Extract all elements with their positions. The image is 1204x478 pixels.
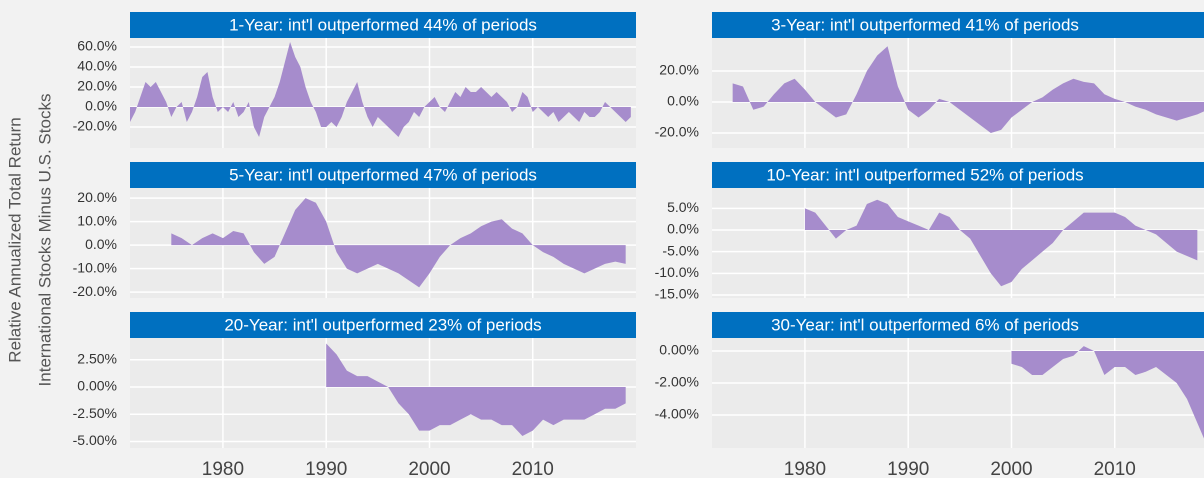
y-tick-label: -10.0% xyxy=(655,264,699,280)
title-bar xyxy=(130,162,636,188)
y-tick-label: -20.0% xyxy=(655,124,699,140)
y-tick-label: -15.0% xyxy=(655,286,699,302)
y-tick-label: 0.0% xyxy=(667,93,699,109)
panel-title: 10-Year: int'l outperformed 52% of perio… xyxy=(766,165,1083,184)
panel-title: 3-Year: int'l outperformed 41% of period… xyxy=(771,15,1079,34)
x-tick-label: 1980 xyxy=(784,459,826,478)
y-tick-label: -5.00% xyxy=(73,432,117,448)
x-tick-label: 2010 xyxy=(512,459,554,478)
y-tick-label: -10.0% xyxy=(73,259,117,275)
y-tick-label: -20.0% xyxy=(73,118,117,134)
plot-area xyxy=(712,188,1204,298)
panel-title: 20-Year: int'l outperformed 23% of perio… xyxy=(224,315,541,334)
x-tick-label: 1990 xyxy=(305,459,347,478)
title-bar xyxy=(130,312,636,338)
panel-title: 1-Year: int'l outperformed 44% of period… xyxy=(229,15,537,34)
y-tick-label: -5.0% xyxy=(662,242,699,258)
y-tick-label: -4.00% xyxy=(655,406,699,422)
x-tick-label: 1980 xyxy=(202,459,244,478)
y-tick-label: 10.0% xyxy=(77,212,117,228)
area xyxy=(732,46,1204,133)
y-tick-label: 20.0% xyxy=(77,189,117,205)
panel-title: 5-Year: int'l outperformed 47% of period… xyxy=(229,165,537,184)
y-axis-label: International Stocks Minus U.S. Stocks xyxy=(35,94,54,387)
y-tick-label: -2.50% xyxy=(73,405,117,421)
plot-area xyxy=(130,38,636,148)
y-tick-label: 0.00% xyxy=(659,342,699,358)
y-tick-label: 5.0% xyxy=(667,199,699,215)
title-bar xyxy=(712,162,1204,188)
y-tick-label: 60.0% xyxy=(77,38,117,54)
x-tick-label: 2010 xyxy=(1094,459,1136,478)
y-tick-label: 0.0% xyxy=(667,221,699,237)
title-bar xyxy=(712,12,1204,38)
x-tick-label: 1990 xyxy=(887,459,929,478)
y-tick-label: 0.00% xyxy=(77,378,117,394)
area xyxy=(326,343,626,437)
y-tick-label: -20.0% xyxy=(73,283,117,299)
y-tick-label: 20.0% xyxy=(77,78,117,94)
title-bar xyxy=(712,312,1204,338)
y-tick-label: 0.0% xyxy=(85,236,117,252)
panel-title: 30-Year: int'l outperformed 6% of period… xyxy=(771,315,1079,334)
y-tick-label: 20.0% xyxy=(659,62,699,78)
x-tick-label: 2000 xyxy=(990,459,1032,478)
x-tick-label: 2000 xyxy=(408,459,450,478)
area xyxy=(804,199,1198,287)
area xyxy=(171,198,626,288)
area xyxy=(130,42,631,137)
title-bar xyxy=(130,12,636,38)
y-tick-label: 40.0% xyxy=(77,58,117,74)
area xyxy=(1011,346,1204,439)
y-axis-label: Relative Annualized Total Return xyxy=(5,117,24,362)
y-tick-label: 2.50% xyxy=(77,350,117,366)
y-tick-label: 0.0% xyxy=(85,98,117,114)
y-tick-label: -2.00% xyxy=(655,374,699,390)
